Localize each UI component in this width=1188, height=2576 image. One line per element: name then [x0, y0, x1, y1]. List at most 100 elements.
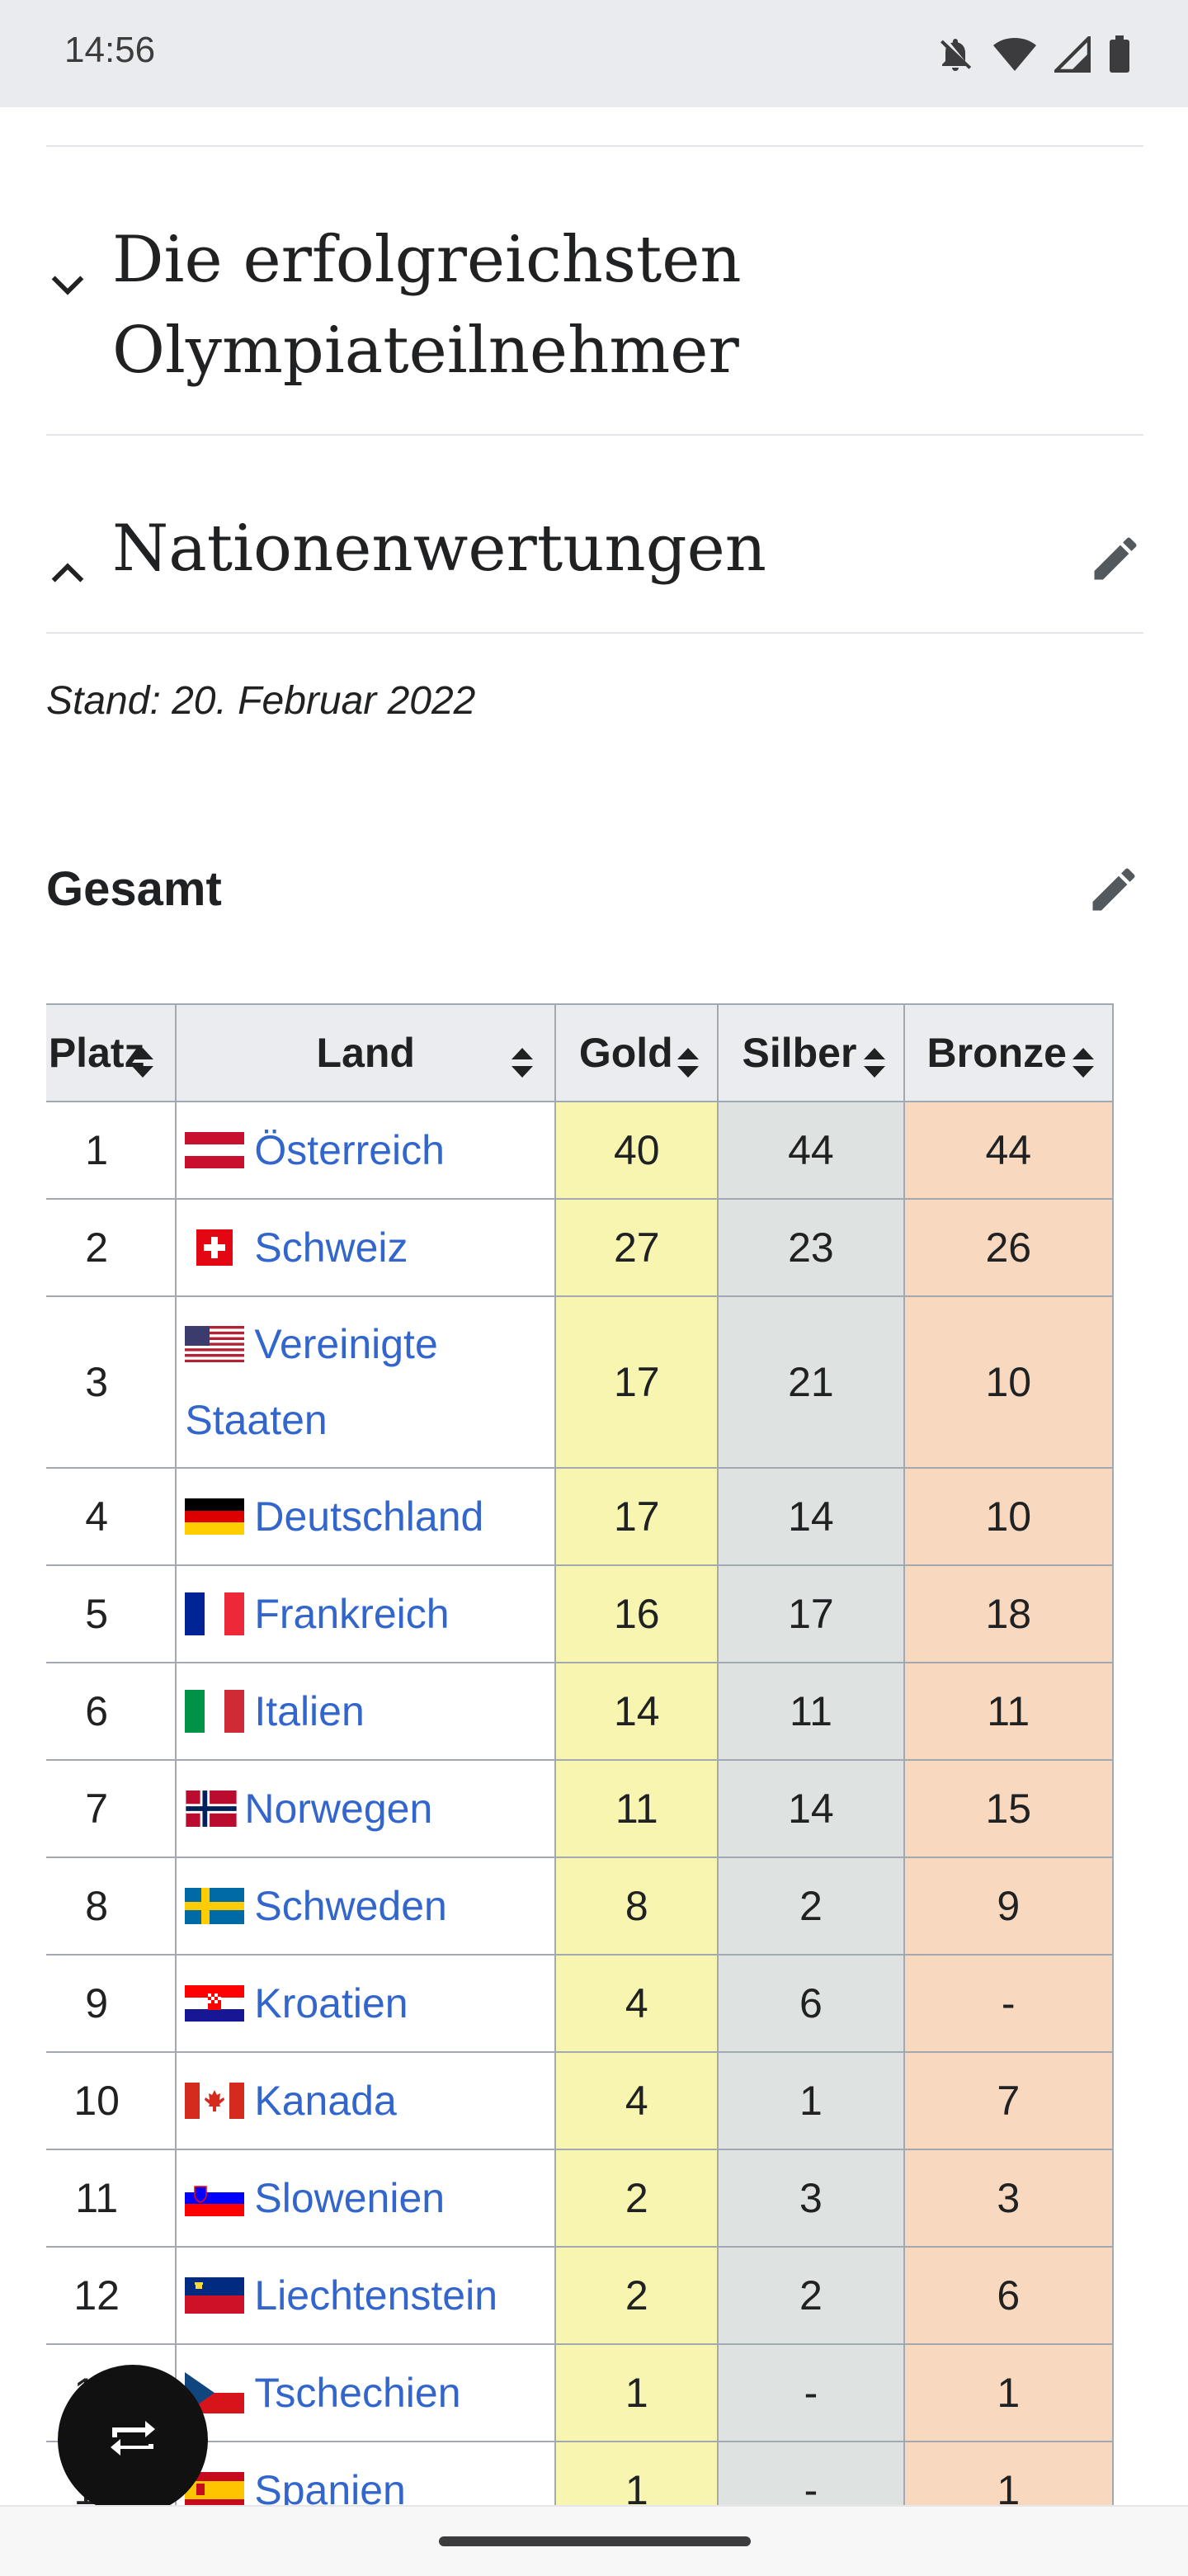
sort-icon: [512, 1040, 534, 1087]
country-link[interactable]: Norwegen: [244, 1786, 433, 1832]
status-icons: [936, 31, 1130, 78]
cell-silber: 1: [717, 2051, 905, 2150]
cell-bronze: 1: [903, 2343, 1114, 2442]
cell-bronze: 26: [903, 1198, 1114, 1297]
battery-icon: [1109, 35, 1130, 73]
cell-land: Spanien: [175, 2441, 557, 2505]
section-title: Die erfolgreichsten Olympiateilnehmer: [112, 223, 742, 388]
table-row: 3 Vereinigte Staaten 17 21 10: [46, 1295, 1114, 1469]
cell-silber: 14: [717, 1467, 905, 1566]
cell-gold: 27: [554, 1198, 719, 1297]
cell-silber: 17: [717, 1564, 905, 1663]
cell-platz: 3: [46, 1295, 177, 1469]
status-time: 14:56: [64, 30, 156, 70]
table-row: 2 Schweiz 27 23 26: [46, 1198, 1114, 1297]
cell-platz: 5: [46, 1564, 177, 1663]
country-link[interactable]: Italien: [254, 1688, 365, 1734]
cell-silber: 44: [717, 1101, 905, 1200]
cell-land: Schweiz: [175, 1198, 557, 1297]
sort-icon: [677, 1040, 700, 1087]
flag-austria-icon: [185, 1131, 245, 1168]
country-link[interactable]: Schweiz: [254, 1224, 408, 1271]
flag-liechtenstein-icon: [185, 2276, 245, 2314]
flag-slovenia-icon: [185, 2179, 245, 2216]
cell-silber: -: [717, 2441, 905, 2505]
divider: [46, 632, 1143, 634]
rotate-screen-button[interactable]: [58, 2365, 208, 2515]
country-link[interactable]: Staaten: [185, 1397, 328, 1443]
country-link[interactable]: Spanien: [254, 2467, 406, 2505]
cell-gold: 1: [554, 2343, 719, 2442]
flag-norway-icon: [186, 1790, 237, 1827]
table-row: 5 Frankreich 16 17 18: [46, 1564, 1114, 1663]
table-header-row: Platz Land Gold Silber Bronze: [46, 1003, 1114, 1102]
divider: [46, 145, 1143, 147]
subheading-gesamt: Gesamt: [46, 862, 222, 916]
cell-bronze: 1: [903, 2441, 1114, 2505]
cell-silber: 23: [717, 1198, 905, 1297]
country-link[interactable]: Slowenien: [254, 2175, 446, 2221]
cell-silber: 2: [717, 2246, 905, 2345]
cell-platz: 8: [46, 1857, 177, 1956]
header-gold[interactable]: Gold: [554, 1003, 719, 1102]
flag-germany-icon: [185, 1498, 245, 1535]
cell-platz: 9: [46, 1954, 177, 2053]
header-land[interactable]: Land: [175, 1003, 557, 1102]
flag-usa-icon: [185, 1325, 245, 1362]
wifi-icon: [993, 36, 1036, 73]
cell-silber: 6: [717, 1954, 905, 2053]
header-bronze[interactable]: Bronze: [903, 1003, 1114, 1102]
edit-pencil-icon[interactable]: [1086, 861, 1142, 922]
flag-canada-icon: [185, 2082, 245, 2119]
cell-bronze: 9: [903, 1857, 1114, 1956]
flag-spain-icon: [185, 2471, 245, 2505]
section-title: Nationenwertungen: [112, 512, 766, 586]
table-row: 8 Schweden 8 2 9: [46, 1857, 1114, 1956]
cell-land: Schweden: [175, 1857, 557, 1956]
country-link[interactable]: Schweden: [254, 1883, 447, 1929]
cell-land: Tschechien: [175, 2343, 557, 2442]
cell-gold: 4: [554, 2051, 719, 2150]
signal-icon: [1054, 36, 1091, 73]
table-row: 12 Liechtenstein 2 2 6: [46, 2246, 1114, 2345]
cell-bronze: 7: [903, 2051, 1114, 2150]
flag-croatia-icon: [185, 1984, 245, 2022]
chevron-down-icon: [46, 239, 89, 330]
cell-platz: 2: [46, 1198, 177, 1297]
edit-pencil-icon[interactable]: [1087, 520, 1143, 611]
cell-silber: 11: [717, 1662, 905, 1761]
cell-land: Österreich: [175, 1101, 557, 1200]
country-link[interactable]: Liechtenstein: [254, 2272, 498, 2319]
country-link[interactable]: Kanada: [254, 2078, 397, 2124]
table-row: 1 Österreich 40 44 44: [46, 1101, 1114, 1200]
cell-bronze: 44: [903, 1101, 1114, 1200]
header-silber[interactable]: Silber: [717, 1003, 905, 1102]
section-heading-erfolgreichste[interactable]: Die erfolgreichsten Olympiateilnehmer: [46, 215, 1143, 396]
cell-platz: 11: [46, 2149, 177, 2248]
country-link[interactable]: Deutschland: [254, 1493, 484, 1540]
cell-bronze: -: [903, 1954, 1114, 2053]
header-platz[interactable]: Platz: [46, 1003, 177, 1102]
cell-gold: 40: [554, 1101, 719, 1200]
medal-table-scroll[interactable]: Platz Land Gold Silber Bronze 1 Österrei…: [46, 1003, 1143, 2505]
cell-gold: 1: [554, 2441, 719, 2505]
cell-land: Slowenien: [175, 2149, 557, 2248]
table-row: 6 Italien 14 11 11: [46, 1662, 1114, 1761]
cell-land: Deutschland: [175, 1467, 557, 1566]
home-gesture-bar[interactable]: [439, 2536, 751, 2546]
stand-date: Stand: 20. Februar 2022: [46, 679, 476, 723]
country-link[interactable]: Vereinigte: [254, 1321, 438, 1367]
cell-gold: 14: [554, 1662, 719, 1761]
flag-italy-icon: [185, 1689, 245, 1733]
country-link[interactable]: Tschechien: [254, 2370, 461, 2416]
cell-gold: 2: [554, 2246, 719, 2345]
country-link[interactable]: Österreich: [254, 1127, 445, 1173]
cell-platz: 1: [46, 1101, 177, 1200]
cell-silber: 14: [717, 1759, 905, 1858]
section-heading-nationenwertungen[interactable]: Nationenwertungen: [46, 503, 1143, 594]
country-link[interactable]: Kroatien: [254, 1980, 408, 2026]
cell-land: Italien: [175, 1662, 557, 1761]
cell-gold: 11: [554, 1759, 719, 1858]
country-link[interactable]: Frankreich: [254, 1591, 450, 1637]
cell-bronze: 15: [903, 1759, 1114, 1858]
